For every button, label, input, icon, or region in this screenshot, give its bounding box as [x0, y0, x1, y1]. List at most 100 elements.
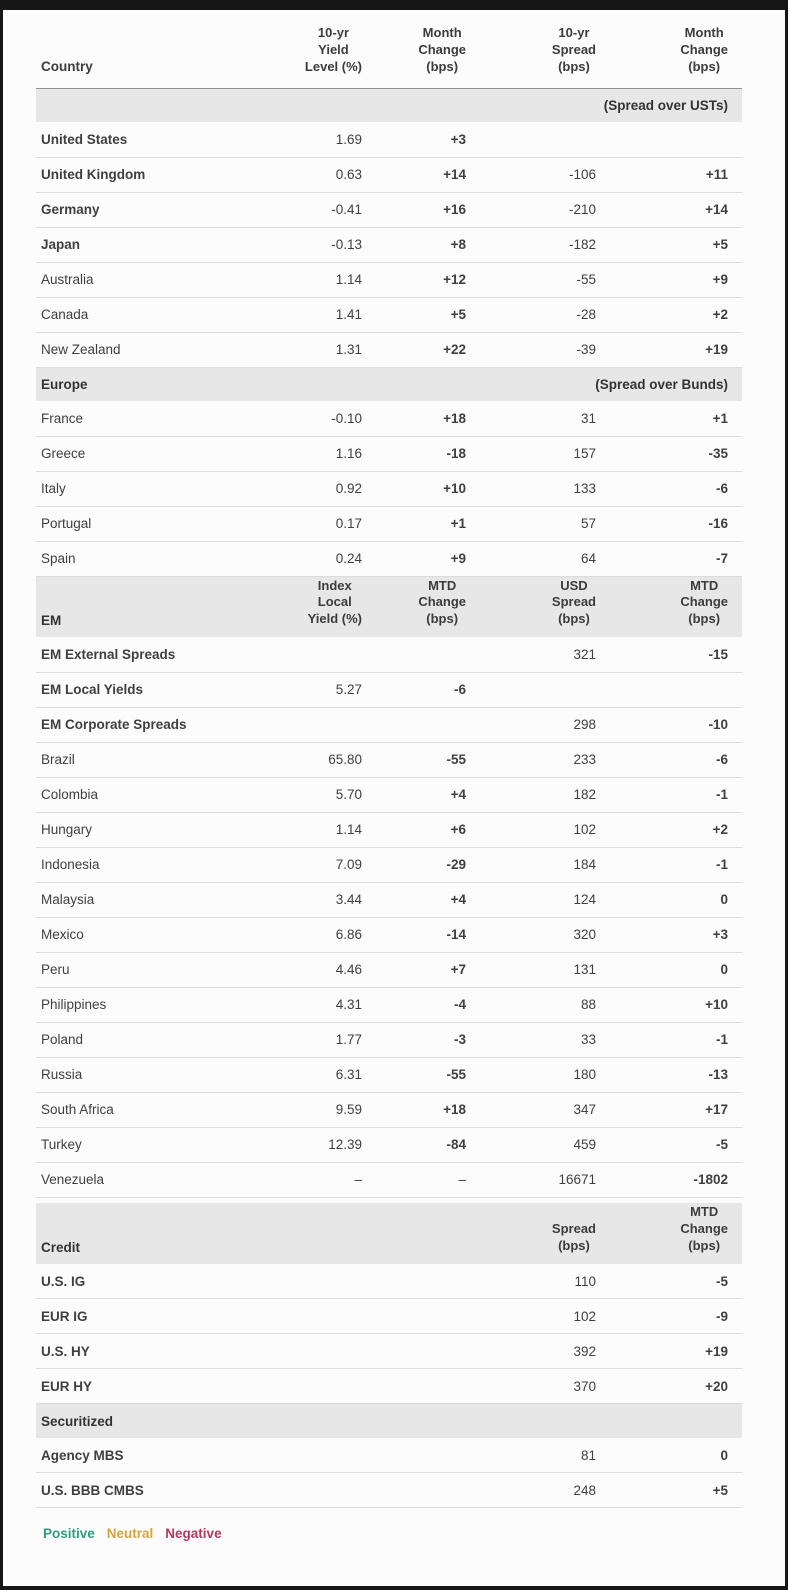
value-cell: +7 [376, 952, 480, 988]
row-label: Malaysia [36, 882, 252, 918]
table-row: United Kingdom 0.63 +14 -106 +11 [36, 157, 742, 193]
value-cell: -1 [610, 1022, 742, 1058]
table-row: EM External Spreads 321 -15 [36, 637, 742, 673]
value-cell: 0.24 [252, 541, 376, 577]
column-header: Month Change (bps) [376, 10, 480, 89]
row-label: Peru [36, 952, 252, 988]
value-cell: 102 [480, 812, 610, 848]
value-cell: 5.27 [252, 672, 376, 708]
value-cell: 88 [480, 987, 610, 1023]
row-label: Agency MBS [36, 1437, 252, 1474]
section-label: Europe [36, 367, 252, 401]
column-header-text: 10-yr Spread (bps) [551, 24, 596, 74]
value-cell: 6.86 [252, 917, 376, 953]
section-column-header: Index Local Yield (%) [252, 576, 376, 638]
section-column-header-text: MTD Change (bps) [680, 1204, 728, 1253]
value-cell: -16 [610, 506, 742, 542]
value-cell: 1.14 [252, 812, 376, 848]
value-cell: -0.10 [252, 401, 376, 437]
row-label: Venezuela [36, 1162, 252, 1198]
column-header-text: 10-yr Yield Level (%) [304, 24, 362, 74]
table-row: Turkey 12.39 -84 459 -5 [36, 1127, 742, 1163]
value-cell: 7.09 [252, 847, 376, 883]
gap-cell [36, 1197, 742, 1204]
column-header: 10-yr Spread (bps) [480, 10, 610, 89]
value-cell: 110 [480, 1263, 610, 1300]
value-cell: -84 [376, 1127, 480, 1163]
table-row: Venezuela – –16671 -1802 [36, 1162, 742, 1198]
value-cell [376, 707, 480, 743]
value-cell: -210 [480, 192, 610, 228]
value-cell: 1.77 [252, 1022, 376, 1058]
value-cell: 57 [480, 506, 610, 542]
table-row: United States 1.69 +3 [36, 122, 742, 158]
row-label: New Zealand [36, 332, 252, 368]
value-cell: 9.59 [252, 1092, 376, 1128]
section-column-header-text: MTD Change (bps) [418, 577, 466, 627]
section-note [252, 1403, 742, 1438]
value-cell: -39 [480, 332, 610, 368]
value-cell: – [252, 1162, 376, 1198]
legend: Positive Neutral Negative [43, 1526, 742, 1541]
table-row: Indonesia 7.09 -29 184 -1 [36, 847, 742, 883]
table-body: (Spread over USTs) United States 1.69 +3 Uni… [36, 88, 742, 1509]
value-cell: 321 [480, 637, 610, 673]
table-row: Mexico 6.86 -14 320 +3 [36, 917, 742, 953]
value-cell: -5 [610, 1263, 742, 1300]
value-cell [376, 1437, 480, 1474]
value-cell: +3 [376, 122, 480, 158]
value-cell: -182 [480, 227, 610, 263]
value-cell: +5 [610, 227, 742, 263]
value-cell: -1 [610, 777, 742, 813]
row-label: United Kingdom [36, 157, 252, 193]
legend-item: Negative [165, 1526, 222, 1542]
legend-item: Neutral [106, 1526, 154, 1542]
section-column-header-text: MTD Change (bps) [680, 577, 728, 627]
row-label: EUR HY [36, 1368, 252, 1405]
section-band: (Spread over USTs) [36, 88, 742, 122]
value-cell [480, 122, 610, 158]
row-label: Philippines [36, 987, 252, 1023]
table-row: Brazil 65.80 -55 233 -6 [36, 742, 742, 778]
value-cell: – [376, 1162, 480, 1198]
value-cell: +8 [376, 227, 480, 263]
value-cell [610, 672, 742, 708]
section-label: EM [36, 576, 252, 638]
value-cell: 370 [480, 1368, 610, 1405]
section-band: EM Index Local Yield (%) MTD Change (bps) U… [36, 576, 742, 638]
table-row: Agency MBS 81 0 [36, 1437, 742, 1474]
value-cell: -15 [610, 637, 742, 673]
value-cell: +6 [376, 812, 480, 848]
section-column-header-text: USD Spread (bps) [551, 577, 596, 627]
value-cell: 1.16 [252, 436, 376, 472]
value-cell: -28 [480, 297, 610, 333]
value-cell: +18 [376, 1092, 480, 1128]
value-cell: -3 [376, 1022, 480, 1058]
value-cell: +11 [610, 157, 742, 193]
value-cell: -55 [376, 742, 480, 778]
rates-table: Country 10-yr Yield Level (%) Month Change… [36, 10, 742, 1509]
table-row: Poland 1.77 -3 33 -1 [36, 1022, 742, 1058]
row-label: U.S. HY [36, 1333, 252, 1370]
column-header-text: Month Change (bps) [680, 24, 728, 74]
row-label: United States [36, 122, 252, 158]
value-cell [376, 1263, 480, 1300]
row-label: Turkey [36, 1127, 252, 1163]
section-note: (Spread over USTs) [252, 88, 742, 122]
value-cell: +14 [376, 157, 480, 193]
row-label: France [36, 401, 252, 437]
section-label: Securitized [36, 1403, 252, 1438]
value-cell: +9 [376, 541, 480, 577]
row-label: Spain [36, 541, 252, 577]
value-cell: 1.14 [252, 262, 376, 298]
value-cell: +4 [376, 777, 480, 813]
value-cell: +9 [610, 262, 742, 298]
section-band: Credit Spread (bps) MTD Change (bps) [36, 1203, 742, 1264]
row-label: EUR IG [36, 1298, 252, 1335]
section-note: (Spread over Bunds) [252, 367, 742, 401]
value-cell: +20 [610, 1368, 742, 1405]
section-column-header: Spread (bps) [480, 1203, 610, 1264]
value-cell: +12 [376, 262, 480, 298]
value-cell: 182 [480, 777, 610, 813]
row-label: Russia [36, 1057, 252, 1093]
